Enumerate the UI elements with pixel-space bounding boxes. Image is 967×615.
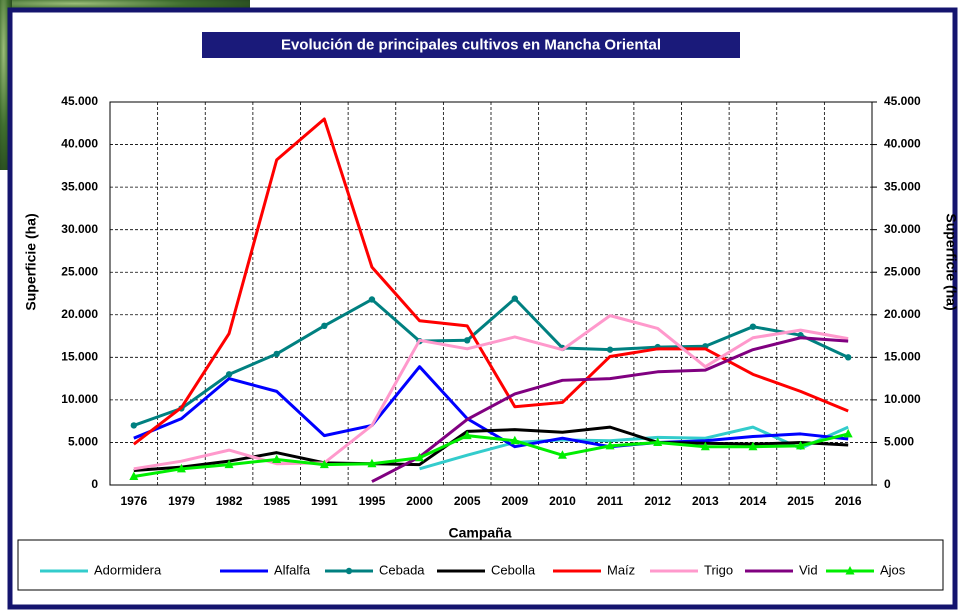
y-tick-label: 15.000 <box>61 350 98 364</box>
y2-tick-label: 40.000 <box>884 137 921 151</box>
chart: Evolución de principales cultivos en Man… <box>0 0 967 615</box>
x-tick-label: 1985 <box>263 494 290 508</box>
x-tick-label: 1982 <box>216 494 243 508</box>
legend-label: Maíz <box>607 562 635 577</box>
y2-tick-label: 25.000 <box>884 264 921 278</box>
y-tick-label: 40.000 <box>61 137 98 151</box>
y-tick-label: 0 <box>91 477 98 491</box>
marker <box>346 568 352 574</box>
legend-label: Trigo <box>704 562 733 577</box>
x-tick-label: 2014 <box>740 494 767 508</box>
x-tick-label: 2015 <box>787 494 814 508</box>
y-tick-label: 45.000 <box>61 94 98 108</box>
y2-axis-label: Superficie (ha) <box>943 213 959 310</box>
marker <box>607 346 613 352</box>
y2-tick-label: 15.000 <box>884 350 921 364</box>
legend-label: Ajos <box>880 562 906 577</box>
y-tick-label: 25.000 <box>61 264 98 278</box>
marker <box>321 323 327 329</box>
x-tick-label: 1991 <box>311 494 338 508</box>
marker <box>273 351 279 357</box>
legend-label: Adormidera <box>94 562 162 577</box>
y2-tick-label: 35.000 <box>884 179 921 193</box>
y2-tick-label: 20.000 <box>884 307 921 321</box>
marker <box>226 371 232 377</box>
y-tick-label: 35.000 <box>61 179 98 193</box>
y-tick-label: 5.000 <box>68 435 98 449</box>
legend-label: Alfalfa <box>274 562 311 577</box>
y2-tick-label: 0 <box>884 477 891 491</box>
legend-label: Cebada <box>379 562 425 577</box>
legend-label: Vid <box>799 562 818 577</box>
x-tick-label: 1979 <box>168 494 195 508</box>
x-tick-label: 1976 <box>120 494 147 508</box>
page: Evolución de principales cultivos en Man… <box>0 0 967 615</box>
x-tick-label: 1995 <box>359 494 386 508</box>
plot-area: 0 5.000 10.000 15.000 20.000 25.000 30.000 35.0… <box>61 94 921 508</box>
y2-tick-label: 5.000 <box>884 435 914 449</box>
y2-tick-label: 10.000 <box>884 392 921 406</box>
y-axis-label: Superficie (ha) <box>23 213 39 310</box>
x-tick-label: 2009 <box>501 494 528 508</box>
chart-title: Evolución de principales cultivos en Man… <box>281 36 661 53</box>
y-tick-label: 20.000 <box>61 307 98 321</box>
legend-label: Cebolla <box>491 562 536 577</box>
y2-tick-label: 45.000 <box>884 94 921 108</box>
x-tick-label: 2010 <box>549 494 576 508</box>
marker <box>750 323 756 329</box>
marker <box>131 422 137 428</box>
x-tick-label: 2016 <box>835 494 862 508</box>
x-tick-label: 2000 <box>406 494 433 508</box>
x-tick-label: 2013 <box>692 494 719 508</box>
y-tick-label: 10.000 <box>61 392 98 406</box>
y-tick-label: 30.000 <box>61 222 98 236</box>
x-tick-label: 2011 <box>597 494 623 508</box>
marker <box>845 354 851 360</box>
marker <box>512 295 518 301</box>
x-tick-label: 2005 <box>454 494 481 508</box>
x-tick-label: 2012 <box>644 494 671 508</box>
marker <box>369 296 375 302</box>
marker <box>464 337 470 343</box>
x-axis-label: Campaña <box>448 525 511 541</box>
y2-tick-label: 30.000 <box>884 222 921 236</box>
